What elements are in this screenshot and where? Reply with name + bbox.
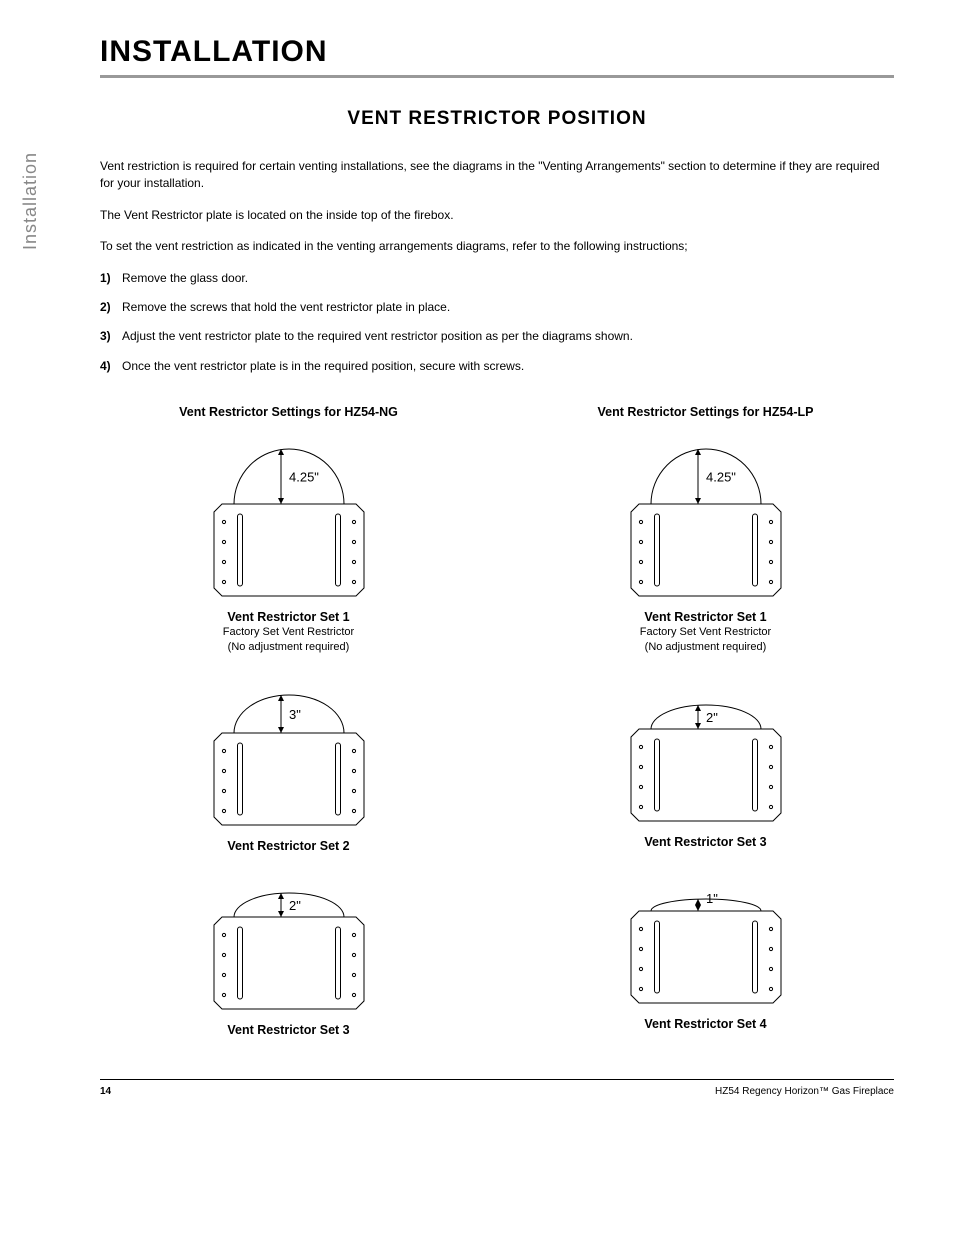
footer-rule	[100, 1079, 894, 1080]
svg-text:2": 2"	[289, 898, 301, 913]
paragraph-2: The Vent Restrictor plate is located on …	[100, 207, 894, 224]
step-2: 2)Remove the screws that hold the vent r…	[100, 299, 894, 316]
diagram-title: Vent Restrictor Set 2	[227, 839, 349, 853]
paragraph-3: To set the vent restriction as indicated…	[100, 238, 894, 255]
svg-text:4.25": 4.25"	[706, 470, 736, 485]
svg-text:2": 2"	[706, 710, 718, 725]
section-heading: VENT RESTRICTOR POSITION	[100, 108, 894, 130]
diagram-title: Vent Restrictor Set 3	[227, 1023, 349, 1037]
step-3: 3)Adjust the vent restrictor plate to th…	[100, 328, 894, 345]
diagram-subtitle: Factory Set Vent Restrictor	[223, 625, 354, 639]
side-tab: Installation	[20, 152, 41, 250]
diagram-title: Vent Restrictor Set 3	[644, 835, 766, 849]
steps-list: 1)Remove the glass door. 2)Remove the sc…	[100, 270, 894, 376]
vent-diagram: 2"	[623, 697, 789, 829]
vent-diagram: 4.25"	[623, 441, 789, 604]
lp-diagram-2: 2" Vent Restrictor Set 3	[623, 697, 789, 849]
column-lp: Vent Restrictor Settings for HZ54-LP 4.2…	[517, 405, 894, 1069]
step-1: 1)Remove the glass door.	[100, 270, 894, 287]
vent-diagram: 1"	[623, 891, 789, 1011]
diagram-subtitle: (No adjustment required)	[645, 640, 767, 654]
svg-text:4.25": 4.25"	[289, 470, 319, 485]
page-number: 14	[100, 1086, 111, 1097]
ng-heading: Vent Restrictor Settings for HZ54-NG	[179, 405, 398, 419]
page-title: INSTALLATION	[100, 35, 894, 69]
ng-diagram-1: 4.25" Vent Restrictor Set 1 Factory Set …	[206, 441, 372, 655]
svg-text:3": 3"	[289, 707, 301, 722]
vent-diagram: 3"	[206, 687, 372, 833]
paragraph-1: Vent restriction is required for certain…	[100, 158, 894, 193]
ng-diagram-3: 2" Vent Restrictor Set 3	[206, 885, 372, 1037]
vent-diagram: 4.25"	[206, 441, 372, 604]
lp-diagram-3: 1" Vent Restrictor Set 4	[623, 891, 789, 1031]
step-4: 4)Once the vent restrictor plate is in t…	[100, 358, 894, 375]
diagram-title: Vent Restrictor Set 4	[644, 1017, 766, 1031]
lp-heading: Vent Restrictor Settings for HZ54-LP	[597, 405, 813, 419]
diagram-subtitle: Factory Set Vent Restrictor	[640, 625, 771, 639]
vent-diagram: 2"	[206, 885, 372, 1017]
svg-text:1": 1"	[706, 891, 718, 906]
footer: 14 HZ54 Regency Horizon™ Gas Fireplace	[100, 1086, 894, 1097]
diagram-title: Vent Restrictor Set 1	[644, 610, 766, 624]
product-name: HZ54 Regency Horizon™ Gas Fireplace	[715, 1086, 894, 1097]
title-rule	[100, 75, 894, 78]
column-ng: Vent Restrictor Settings for HZ54-NG 4.2…	[100, 405, 477, 1069]
ng-diagram-2: 3" Vent Restrictor Set 2	[206, 687, 372, 853]
diagram-title: Vent Restrictor Set 1	[227, 610, 349, 624]
diagram-subtitle: (No adjustment required)	[228, 640, 350, 654]
lp-diagram-1: 4.25" Vent Restrictor Set 1 Factory Set …	[623, 441, 789, 655]
